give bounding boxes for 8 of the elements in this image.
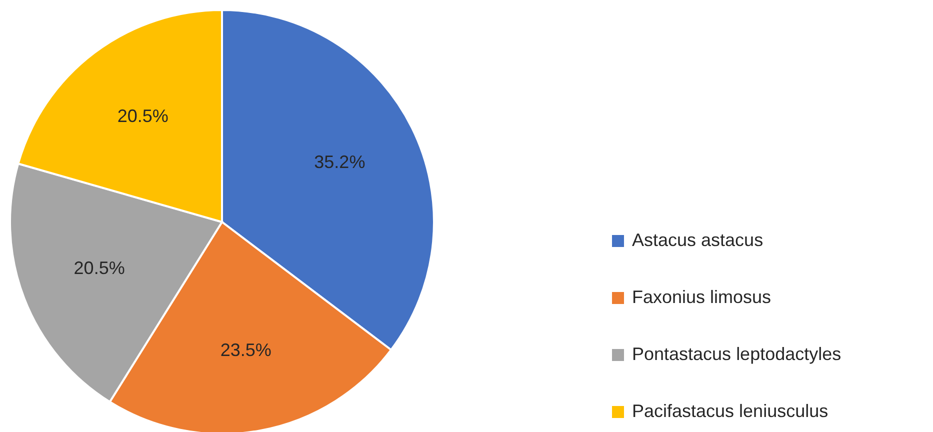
data-label: 20.5% (117, 106, 168, 126)
legend-label: Pacifastacus leniusculus (632, 400, 828, 421)
legend-label: Pontastacus leptodactyles (632, 344, 842, 364)
data-label: 23.5% (220, 340, 272, 360)
data-label: 20.5% (74, 258, 125, 278)
data-label: 35.2% (314, 152, 366, 172)
legend-label: Astacus astacus (632, 230, 764, 250)
legend-label: Faxonius limosus (632, 286, 772, 307)
